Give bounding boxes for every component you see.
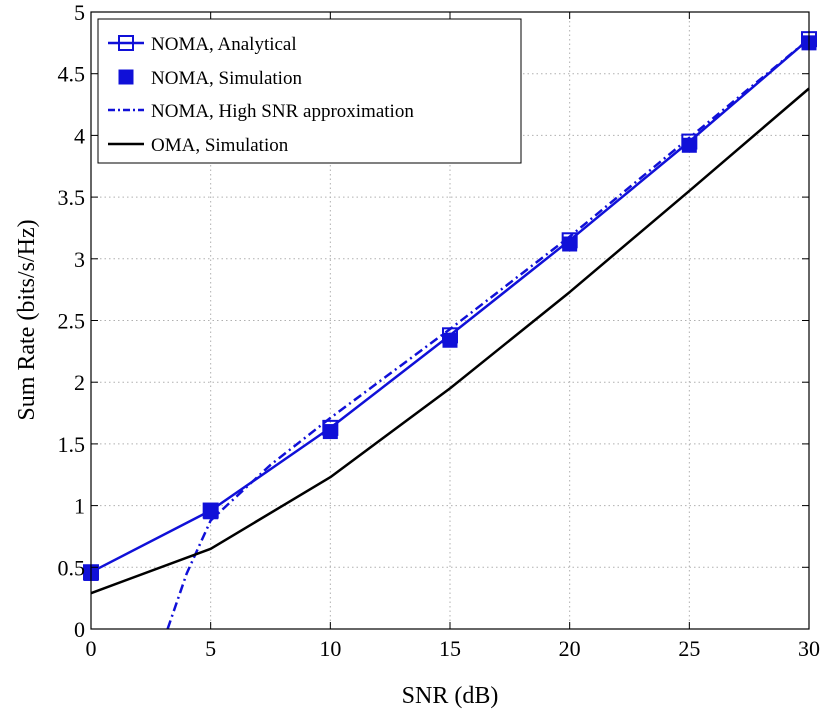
x-tick-label: 25 (678, 636, 700, 661)
series-3 (90, 87, 810, 595)
grid (91, 12, 809, 629)
y-tick-label: 4.5 (58, 62, 86, 87)
legend-label: OMA, Simulation (151, 135, 289, 156)
legend-entry-0: NOMA, Analytical (108, 34, 297, 55)
data-point (322, 424, 338, 440)
legend-entry-1: NOMA, Simulation (118, 68, 302, 89)
x-axis-label: SNR (dB) (402, 683, 499, 709)
y-tick-label: 5 (74, 0, 85, 25)
x-tick-label: 5 (205, 636, 216, 661)
x-tick-label: 30 (798, 636, 820, 661)
legend-marker (118, 69, 134, 85)
y-tick-label: 1 (74, 494, 85, 519)
legend: NOMA, Analytical NOMA, Simulation NOMA, Hi… (97, 18, 522, 164)
y-tick-label: 3.5 (58, 185, 86, 210)
series-group (83, 31, 817, 630)
y-tick-label: 4 (74, 123, 85, 148)
y-tick-label: 2 (74, 370, 85, 395)
x-tick-label: 10 (319, 636, 341, 661)
data-point (562, 236, 578, 252)
series-line (90, 87, 810, 595)
x-tick-label: 15 (439, 636, 461, 661)
y-axis-label: Sum Rate (bits/s/Hz) (14, 219, 40, 420)
legend-marker (118, 35, 134, 51)
x-tick-label: 0 (86, 636, 97, 661)
legend-box (97, 18, 522, 164)
y-tick-label: 3 (74, 247, 85, 272)
y-tick-label: 0 (74, 617, 85, 642)
legend-label: NOMA, High SNR approximation (151, 101, 414, 122)
legend-entry-2: NOMA, High SNR approximation (108, 101, 414, 122)
x-tick-label: 20 (559, 636, 581, 661)
axis-ticks: 0 5 10 15 20 25 30 0 0.5 1 1.5 2 2.5 3 3.5 4 4.5 5 (58, 0, 821, 661)
y-tick-label: 0.5 (58, 555, 86, 580)
y-tick-label: 2.5 (58, 309, 86, 334)
legend-entry-3: OMA, Simulation (108, 135, 289, 156)
legend-label: NOMA, Analytical (151, 34, 297, 55)
legend-label: NOMA, Simulation (151, 68, 302, 89)
data-point (442, 332, 458, 348)
y-tick-label: 1.5 (58, 432, 86, 457)
data-point (203, 504, 219, 520)
